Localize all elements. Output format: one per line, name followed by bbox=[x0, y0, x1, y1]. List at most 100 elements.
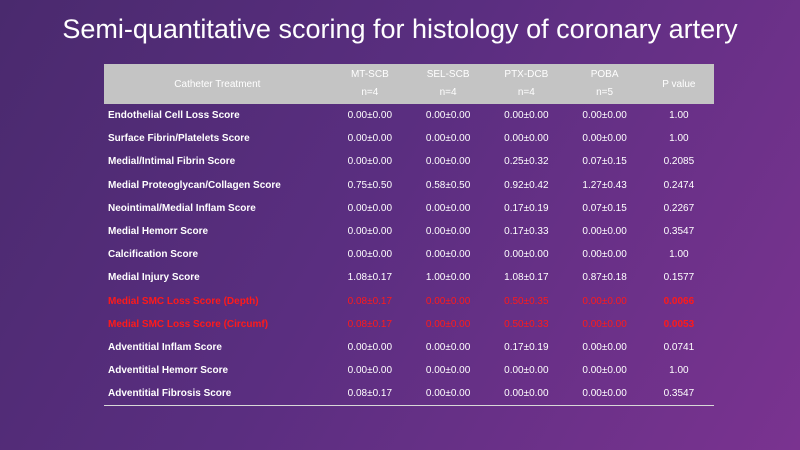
table-row: Neointimal/Medial Inflam Score 0.00±0.00 0… bbox=[104, 197, 714, 220]
row-label: Calcification Score bbox=[108, 249, 199, 261]
column-sample-size: n=4 bbox=[517, 87, 535, 98]
p-value-cell: 0.2085 bbox=[663, 156, 695, 168]
score-cell: 0.00±0.00 bbox=[425, 318, 471, 330]
table-row: Calcification Score 0.00±0.00 0.00±0.00 0.0… bbox=[104, 243, 714, 266]
p-value-cell: 0.3547 bbox=[643, 382, 714, 407]
column-name: PTX-DCB bbox=[504, 69, 549, 80]
score-cell: 0.17±0.33 bbox=[504, 226, 549, 238]
row-label: Adventitial Inflam Score bbox=[108, 341, 222, 353]
score-cell: 0.00±0.00 bbox=[408, 382, 488, 407]
score-cell: 0.00±0.00 bbox=[347, 365, 393, 377]
table-body: Endothelial Cell Loss Score 0.00±0.00 0.00… bbox=[104, 104, 714, 407]
row-label: Adventitial Fibrosis Score bbox=[104, 382, 331, 407]
p-value-cell: 0.0741 bbox=[663, 341, 695, 353]
row-label: Medial/Intimal Fibrin Score bbox=[108, 156, 236, 168]
p-value-cell: 1.00 bbox=[669, 365, 689, 377]
score-cell: 0.00±0.00 bbox=[425, 249, 471, 261]
table-row: Adventitial Inflam Score 0.00±0.00 0.00±0.… bbox=[104, 336, 714, 359]
score-cell: 0.08±0.17 bbox=[347, 295, 393, 307]
score-cell: 0.08±0.17 bbox=[330, 382, 409, 407]
score-cell: 0.75±0.50 bbox=[347, 179, 393, 191]
score-cell: 0.00±0.00 bbox=[487, 382, 566, 407]
table-row: Medial SMC Loss Score (Circumf) 0.08±0.17… bbox=[104, 313, 714, 336]
score-cell: 0.00±0.00 bbox=[582, 341, 627, 353]
column-name: MT-SCB bbox=[350, 69, 389, 80]
score-cell: 0.07±0.15 bbox=[582, 156, 627, 168]
table-row: Adventitial Fibrosis Score 0.08±0.17 0.00±… bbox=[104, 382, 714, 407]
score-cell: 0.00±0.00 bbox=[504, 249, 549, 261]
column-sample-size: n=4 bbox=[439, 87, 457, 98]
table-row: Medial Proteoglycan/Collagen Score 0.75±0… bbox=[104, 174, 714, 197]
score-cell: 0.00±0.00 bbox=[347, 202, 393, 214]
score-cell: 0.00±0.00 bbox=[347, 110, 393, 122]
score-cell: 0.00±0.00 bbox=[582, 110, 627, 122]
score-cell: 0.50±0.33 bbox=[504, 318, 549, 330]
score-cell: 0.00±0.00 bbox=[425, 226, 471, 238]
score-cell: 0.25±0.32 bbox=[504, 156, 549, 168]
score-cell: 0.00±0.00 bbox=[425, 341, 471, 353]
p-value-cell: 0.0066 bbox=[663, 295, 695, 307]
column-header-p-value: P value bbox=[643, 64, 714, 104]
score-cell: 0.17±0.19 bbox=[504, 341, 549, 353]
table-row: Medial Injury Score 1.08±0.17 1.00±0.00 1.0… bbox=[104, 266, 714, 289]
row-label: Medial SMC Loss Score (Circumf) bbox=[108, 318, 269, 330]
score-cell: 0.00±0.00 bbox=[582, 318, 627, 330]
score-cell: 0.50±0.35 bbox=[504, 295, 549, 307]
score-cell: 0.00±0.00 bbox=[504, 133, 549, 145]
table-row: Medial/Intimal Fibrin Score 0.00±0.00 0.00… bbox=[104, 150, 714, 173]
row-label: Endothelial Cell Loss Score bbox=[108, 110, 240, 122]
score-cell: 0.00±0.00 bbox=[425, 133, 471, 145]
score-cell: 0.87±0.18 bbox=[582, 272, 627, 284]
table-row: Surface Fibrin/Platelets Score 0.00±0.00 0… bbox=[104, 127, 714, 150]
row-label: Medial Hemorr Score bbox=[108, 226, 209, 238]
slide-title: Semi-quantitative scoring for histology … bbox=[62, 14, 738, 44]
column-sample-size: n=5 bbox=[596, 87, 614, 98]
score-cell: 0.08±0.17 bbox=[347, 318, 393, 330]
table-row: Adventitial Hemorr Score 0.00±0.00 0.00±0.… bbox=[104, 359, 714, 382]
column-header-poba: POBA n=5 bbox=[565, 64, 644, 104]
p-value-cell: 0.1577 bbox=[663, 272, 695, 284]
score-cell: 0.00±0.00 bbox=[582, 226, 627, 238]
score-cell: 1.27±0.43 bbox=[582, 179, 627, 191]
row-label: Medial Injury Score bbox=[108, 272, 200, 284]
score-cell: 1.08±0.17 bbox=[347, 272, 393, 284]
score-cell: 0.00±0.00 bbox=[504, 110, 549, 122]
row-label: Adventitial Hemorr Score bbox=[108, 365, 229, 377]
score-cell: 0.00±0.00 bbox=[504, 365, 549, 377]
row-label: Medial Proteoglycan/Collagen Score bbox=[108, 179, 281, 191]
p-value-cell: 0.2267 bbox=[663, 202, 695, 214]
score-cell: 0.58±0.50 bbox=[425, 179, 471, 191]
score-cell: 0.00±0.00 bbox=[582, 133, 627, 145]
row-label: Neointimal/Medial Inflam Score bbox=[108, 202, 256, 214]
score-cell: 0.00±0.00 bbox=[425, 156, 471, 168]
row-label: Medial SMC Loss Score (Depth) bbox=[108, 295, 259, 307]
score-cell: 0.00±0.00 bbox=[425, 365, 471, 377]
p-value-cell: 1.00 bbox=[669, 110, 689, 122]
score-cell: 0.00±0.00 bbox=[425, 110, 471, 122]
column-name: POBA bbox=[590, 69, 619, 80]
score-cell: 0.00±0.00 bbox=[425, 295, 471, 307]
score-cell: 0.00±0.00 bbox=[582, 295, 627, 307]
score-cell: 0.17±0.19 bbox=[504, 202, 549, 214]
row-label: Surface Fibrin/Platelets Score bbox=[108, 133, 250, 145]
score-cell: 1.00±0.00 bbox=[425, 272, 471, 284]
column-header-mt-scb: MT-SCB n=4 bbox=[330, 64, 409, 104]
p-value-cell: 0.3547 bbox=[663, 226, 695, 238]
table-row: Endothelial Cell Loss Score 0.00±0.00 0.00… bbox=[104, 104, 714, 127]
score-cell: 0.00±0.00 bbox=[347, 249, 393, 261]
table-row: Medial SMC Loss Score (Depth) 0.08±0.17 0.… bbox=[104, 290, 714, 313]
score-cell: 0.00±0.00 bbox=[425, 202, 471, 214]
histology-score-table: Catheter Treatment MT-SCB n=4 SEL-SCB n=… bbox=[104, 64, 714, 407]
score-cell: 0.00±0.00 bbox=[347, 226, 393, 238]
score-cell: 0.92±0.42 bbox=[504, 179, 549, 191]
table-header: Catheter Treatment MT-SCB n=4 SEL-SCB n=… bbox=[104, 64, 714, 104]
score-cell: 0.00±0.00 bbox=[582, 365, 627, 377]
p-value-cell: 0.0053 bbox=[663, 318, 695, 330]
column-name: SEL-SCB bbox=[426, 69, 470, 80]
score-cell: 0.00±0.00 bbox=[347, 156, 393, 168]
table-row: Medial Hemorr Score 0.00±0.00 0.00±0.00 0.1… bbox=[104, 220, 714, 243]
column-header-ptx-dcb: PTX-DCB n=4 bbox=[487, 64, 566, 104]
p-value-cell: 1.00 bbox=[669, 249, 689, 261]
column-header-sel-scb: SEL-SCB n=4 bbox=[408, 64, 488, 104]
p-value-cell: 0.2474 bbox=[663, 179, 695, 191]
